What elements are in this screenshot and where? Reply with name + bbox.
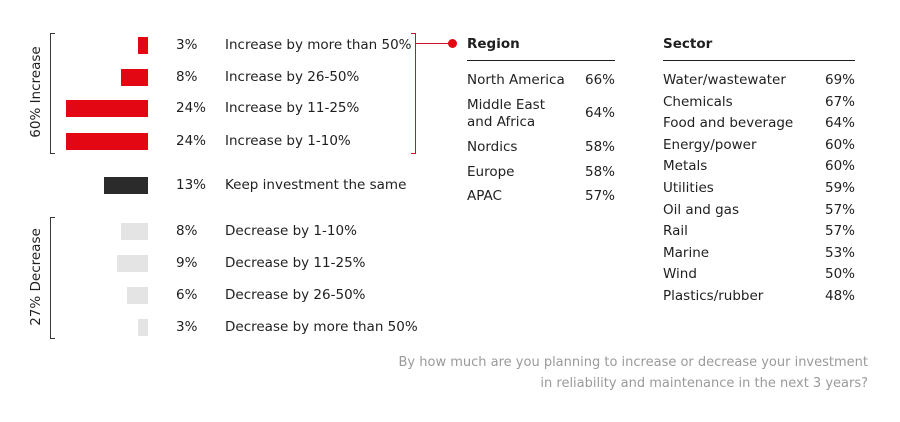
sector-row-label: Water/wastewater	[663, 72, 786, 88]
sector-row-label: Food and beverage	[663, 115, 794, 132]
region-row-label: APAC	[467, 188, 502, 204]
sector-row-value: 67%	[824, 93, 855, 110]
sector-row-label: Oil and gas	[663, 201, 739, 218]
sector-row-value: 57%	[824, 223, 855, 240]
increase-group-bracket	[50, 33, 55, 154]
sector-row-value: 60%	[824, 136, 855, 153]
bar-category-label: Decrease by 26-50%	[225, 287, 366, 303]
bar-category-label: Keep investment the same	[225, 177, 407, 193]
sector-row-value: 60%	[824, 158, 855, 175]
region-row-label: Nordics	[467, 139, 518, 155]
increase-breakdown-bracket	[411, 33, 416, 154]
bar-value-label: 13%	[176, 177, 207, 193]
region-row-label: Europe	[467, 164, 515, 180]
bar-3	[66, 99, 148, 117]
bar-value-label: 24%	[176, 100, 207, 116]
decrease-group-bracket	[50, 217, 55, 339]
region-row-label: Middle East and Africa	[467, 97, 546, 130]
sector-row-value: 64%	[824, 115, 855, 132]
bar-6	[121, 222, 148, 240]
region-title: Region	[467, 36, 520, 52]
bar-category-label: Increase by 1-10%	[225, 133, 351, 149]
sector-row-label: Marine	[663, 244, 710, 261]
bar-category-label: Increase by more than 50%	[225, 37, 412, 53]
bar-category-label: Increase by 11-25%	[225, 100, 360, 116]
sector-row-value: 69%	[824, 72, 855, 88]
bar-8	[127, 286, 148, 304]
sector-row-label: Energy/power	[663, 136, 757, 153]
sector-title: Sector	[663, 36, 713, 52]
bar-value-label: 8%	[176, 223, 198, 239]
decrease-group-label: 27% Decrease	[28, 228, 44, 326]
bar-value-label: 8%	[176, 69, 198, 85]
bar-category-label: Decrease by 1-10%	[225, 223, 357, 239]
region-row-value: 58%	[584, 139, 615, 155]
sector-row-value: 57%	[824, 201, 855, 218]
bar-category-label: Decrease by more than 50%	[225, 319, 418, 335]
bar-7	[117, 254, 148, 272]
region-row-value: 57%	[584, 188, 615, 204]
bar-value-label: 3%	[176, 319, 198, 335]
bar-value-label: 24%	[176, 133, 207, 149]
sector-row-value: 53%	[824, 244, 855, 261]
breakdown-connector-dot	[448, 39, 457, 48]
sector-row-label: Chemicals	[663, 93, 733, 110]
region-row-value: 64%	[584, 105, 615, 121]
region-row-value: 58%	[584, 164, 615, 180]
bar-1	[138, 36, 148, 54]
increase-group-label: 60% Increase	[28, 46, 44, 138]
bar-4	[66, 132, 148, 150]
sector-row-label: Rail	[663, 223, 688, 240]
sector-row-value: 50%	[824, 266, 855, 283]
region-row-value: 66%	[584, 72, 615, 88]
bar-value-label: 3%	[176, 37, 198, 53]
sector-row-label: Wind	[663, 266, 697, 283]
bar-5	[104, 176, 148, 194]
region-title-rule	[467, 60, 615, 61]
sector-row-value: 59%	[824, 180, 855, 196]
sector-row-label: Plastics/rubber	[663, 288, 764, 304]
bar-2	[121, 68, 148, 86]
region-row-label: North America	[467, 72, 565, 88]
bar-category-label: Decrease by 11-25%	[225, 255, 366, 271]
bar-9	[138, 318, 148, 336]
bar-category-label: Increase by 26-50%	[225, 69, 360, 85]
survey-question: By how much are you planning to increase…	[398, 355, 868, 391]
sector-title-rule	[663, 60, 855, 61]
sector-row-value: 48%	[824, 288, 855, 304]
breakdown-connector-line	[416, 43, 452, 44]
bar-value-label: 9%	[176, 255, 198, 271]
bar-value-label: 6%	[176, 287, 198, 303]
sector-row-label: Utilities	[663, 180, 714, 196]
sector-row-label: Metals	[663, 158, 708, 175]
